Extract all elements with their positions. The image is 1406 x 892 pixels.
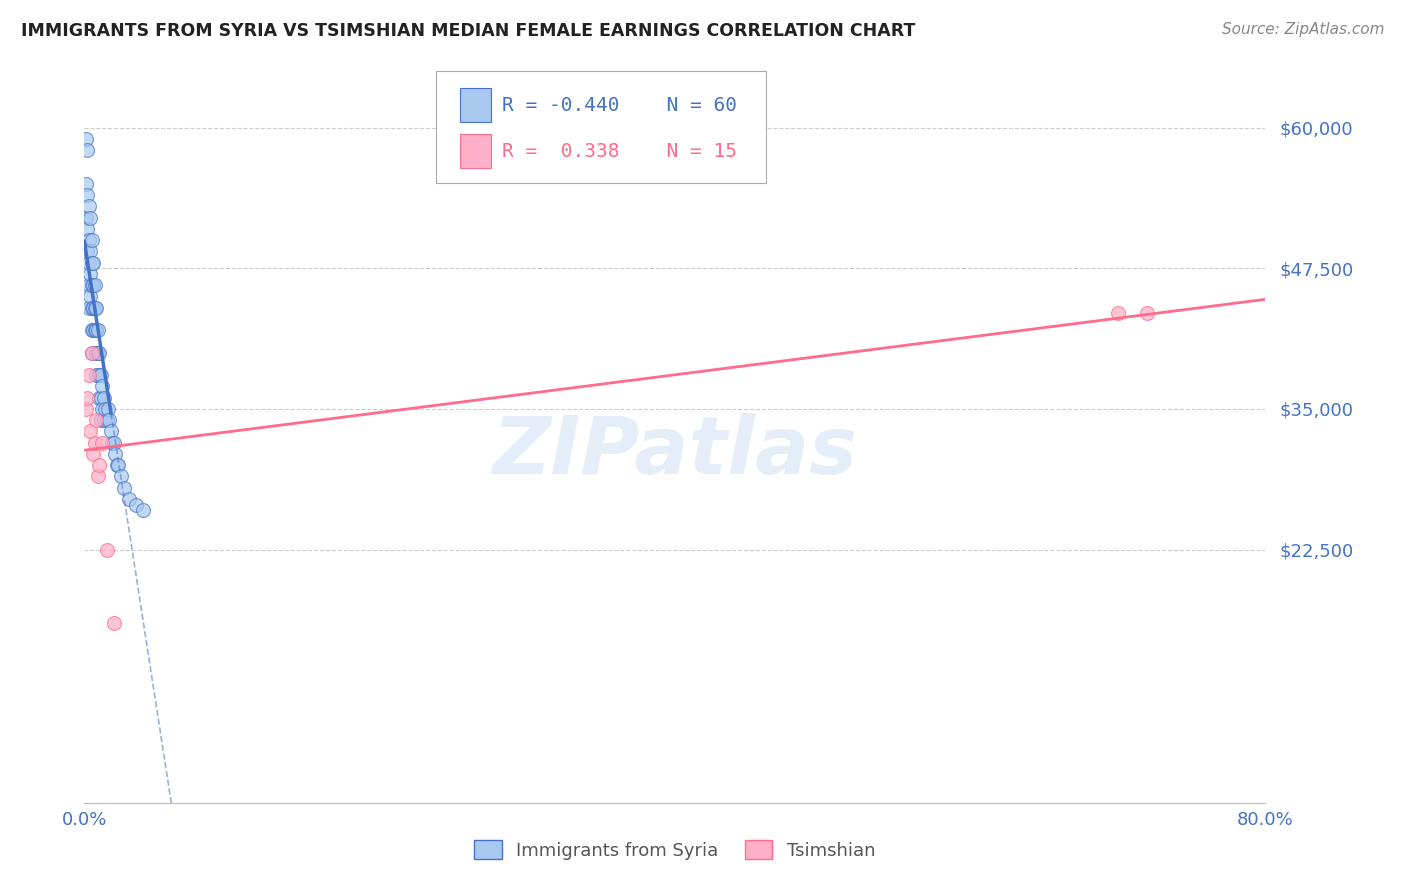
Text: ZIPatlas: ZIPatlas [492, 413, 858, 491]
Point [80, 323, 103, 337]
Text: Source: ZipAtlas.com: Source: ZipAtlas.com [1222, 22, 1385, 37]
Point [80, 233, 103, 247]
Point [83, 435, 105, 450]
Point [76, 244, 98, 259]
Point [82, 301, 104, 315]
Point [75, 401, 97, 416]
Point [75, 211, 97, 225]
Point [77, 301, 100, 315]
Point [79, 267, 101, 281]
Point [77, 278, 100, 293]
Point [105, 458, 128, 473]
Point [80, 255, 103, 269]
Point [110, 469, 132, 483]
Point [107, 458, 129, 473]
Point [80, 345, 103, 359]
Point [90, 413, 112, 427]
Point [96, 542, 118, 557]
Point [91, 401, 114, 416]
Point [1136, 306, 1159, 320]
Point [101, 435, 124, 450]
Point [79, 244, 101, 259]
Point [76, 143, 98, 157]
Point [87, 458, 111, 473]
Point [1107, 306, 1129, 320]
Point [90, 368, 112, 383]
Point [82, 447, 104, 461]
Point [94, 401, 117, 416]
Point [82, 255, 104, 269]
Text: R = -0.440    N = 60: R = -0.440 N = 60 [502, 95, 737, 114]
Point [80, 278, 103, 293]
Point [79, 289, 101, 303]
Point [77, 255, 100, 269]
Point [91, 435, 114, 450]
Point [75, 177, 97, 191]
Point [100, 425, 122, 439]
Point [83, 323, 105, 337]
Point [84, 301, 107, 315]
Point [86, 323, 108, 337]
Point [132, 503, 155, 517]
Point [80, 345, 103, 359]
Point [112, 481, 135, 495]
Point [93, 413, 115, 427]
Point [83, 278, 105, 293]
Legend: Immigrants from Syria, Tsimshian: Immigrants from Syria, Tsimshian [467, 833, 883, 867]
Text: R =  0.338    N = 15: R = 0.338 N = 15 [502, 142, 737, 161]
Point [77, 368, 100, 383]
Point [97, 401, 120, 416]
Point [77, 233, 100, 247]
Point [82, 278, 104, 293]
Point [98, 413, 121, 427]
Point [82, 323, 104, 337]
Point [86, 345, 108, 359]
Point [91, 379, 114, 393]
Point [84, 368, 107, 383]
Point [118, 491, 141, 506]
Text: IMMIGRANTS FROM SYRIA VS TSIMSHIAN MEDIAN FEMALE EARNINGS CORRELATION CHART: IMMIGRANTS FROM SYRIA VS TSIMSHIAN MEDIA… [21, 22, 915, 40]
Point [76, 391, 98, 405]
Point [84, 345, 107, 359]
Point [125, 498, 148, 512]
Point [87, 345, 111, 359]
Point [76, 188, 98, 202]
Point [86, 469, 108, 483]
Point [79, 211, 101, 225]
Point [96, 413, 118, 427]
Point [76, 222, 98, 236]
Point [87, 391, 111, 405]
Point [103, 615, 125, 630]
Point [83, 301, 105, 315]
Point [87, 368, 111, 383]
Point [79, 425, 101, 439]
Point [93, 391, 115, 405]
Point [84, 323, 107, 337]
Point [103, 435, 125, 450]
Point [90, 391, 112, 405]
Point [80, 301, 103, 315]
Point [84, 413, 107, 427]
Point [104, 447, 127, 461]
Point [77, 199, 100, 213]
Point [75, 132, 97, 146]
